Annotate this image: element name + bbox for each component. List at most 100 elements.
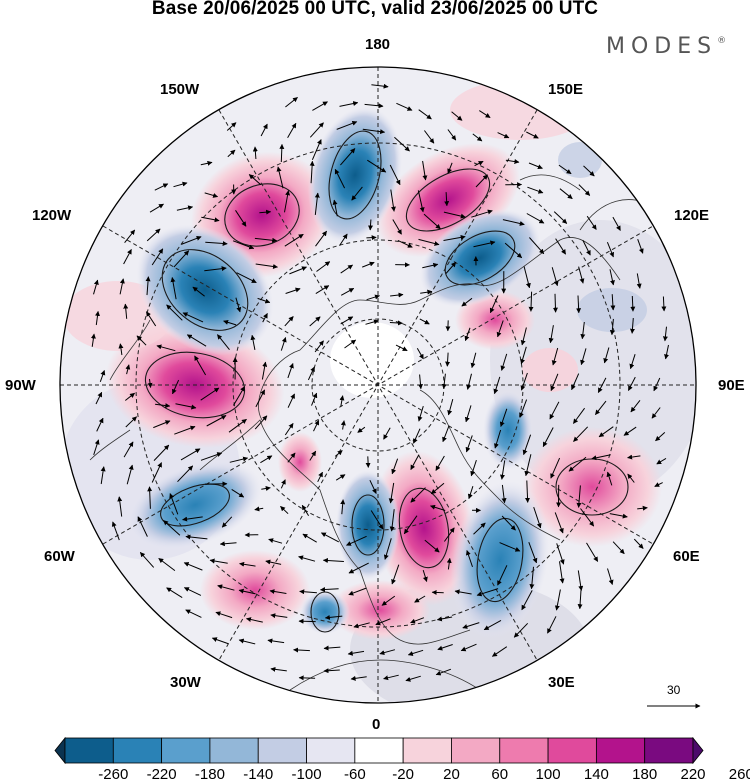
wind-vector bbox=[444, 192, 450, 207]
wind-vector bbox=[125, 364, 131, 375]
wind-vector bbox=[637, 505, 648, 511]
wind-vector bbox=[186, 334, 207, 347]
wind-vector bbox=[591, 454, 611, 461]
wind-vector bbox=[383, 538, 392, 560]
wind-vector bbox=[314, 340, 324, 353]
wind-vector bbox=[528, 542, 538, 564]
wind-vector bbox=[474, 160, 484, 167]
wind-vector bbox=[419, 318, 430, 325]
wind-vector bbox=[182, 312, 204, 323]
wind-vector bbox=[119, 278, 125, 295]
wind-vector bbox=[299, 589, 317, 595]
wind-vector bbox=[522, 434, 532, 456]
label-30e: 30E bbox=[548, 674, 575, 691]
wind-vector bbox=[339, 101, 359, 107]
label-0: 0 bbox=[372, 716, 381, 733]
wind-vector bbox=[276, 166, 284, 189]
wind-vector bbox=[155, 403, 171, 409]
wind-vector bbox=[205, 240, 228, 246]
wind-vector bbox=[548, 325, 554, 344]
wind-vector bbox=[267, 638, 285, 644]
wind-vector bbox=[552, 293, 558, 313]
wind-vector bbox=[505, 159, 520, 164]
colorbar-tick-label: -220 bbox=[146, 766, 177, 783]
wind-vector bbox=[166, 304, 183, 321]
wind-vector bbox=[578, 266, 585, 284]
wind-vector bbox=[204, 192, 219, 198]
wind-vector bbox=[633, 538, 644, 549]
wind-vector bbox=[254, 506, 264, 512]
colorbar-tick-label: 180 bbox=[632, 766, 658, 783]
wind-vector bbox=[397, 239, 413, 248]
wind-vector bbox=[232, 386, 246, 406]
wind-vector bbox=[366, 294, 380, 301]
wind-vector bbox=[123, 303, 129, 319]
wind-vector bbox=[226, 122, 237, 131]
colorbar-tick-label: 60 bbox=[491, 766, 509, 783]
wind-vector bbox=[332, 199, 338, 217]
wind-vector bbox=[630, 295, 636, 312]
wind-vector bbox=[136, 335, 147, 346]
wind-vector bbox=[287, 363, 294, 379]
wind-vector bbox=[447, 162, 453, 174]
colorbar-swatch bbox=[402, 737, 452, 764]
wind-vector bbox=[519, 399, 528, 418]
label-60w: 60W bbox=[44, 548, 75, 565]
wind-vector bbox=[609, 513, 628, 519]
wind-vector bbox=[96, 417, 104, 432]
wind-vector bbox=[528, 162, 543, 170]
wind-vector bbox=[350, 675, 367, 681]
wind-vector bbox=[255, 389, 266, 408]
wind-vector bbox=[125, 416, 137, 428]
colorbar-swatch bbox=[354, 737, 404, 764]
wind-vector bbox=[346, 535, 367, 546]
wind-vector bbox=[181, 236, 202, 245]
wind-vector bbox=[414, 595, 426, 603]
negative-anomaly bbox=[307, 106, 403, 244]
colorbar-swatch bbox=[306, 737, 356, 764]
wind-vector bbox=[151, 462, 162, 483]
anomaly-field bbox=[60, 67, 696, 703]
wind-vector bbox=[422, 569, 428, 582]
wind-vector bbox=[572, 407, 586, 424]
wind-vector bbox=[284, 190, 291, 213]
wind-vector bbox=[123, 249, 132, 265]
wind-vector bbox=[231, 488, 245, 498]
wind-vector bbox=[235, 210, 247, 227]
wind-vector bbox=[388, 482, 395, 504]
wind-vector bbox=[568, 456, 587, 472]
wind-vector bbox=[265, 559, 282, 565]
wind-vector bbox=[172, 379, 180, 395]
wind-vector bbox=[476, 588, 499, 597]
wind-vector bbox=[526, 213, 545, 224]
wind-vector bbox=[334, 450, 343, 457]
wind-vector bbox=[185, 534, 208, 540]
wind-vector bbox=[353, 622, 370, 629]
wind-vector bbox=[238, 638, 256, 645]
wind-vector bbox=[375, 618, 391, 626]
wind-vector bbox=[309, 450, 317, 461]
wind-vector bbox=[324, 614, 343, 620]
positive-anomaly bbox=[200, 550, 310, 630]
wind-vector bbox=[99, 370, 106, 382]
wind-vector bbox=[261, 486, 271, 491]
wind-vector bbox=[293, 647, 310, 653]
wind-vector bbox=[95, 391, 103, 405]
map-title: Base 20/06/2025 00 UTC, valid 23/06/2025… bbox=[151, 0, 599, 19]
wind-vector bbox=[183, 587, 202, 596]
wind-vector bbox=[559, 188, 573, 200]
wind-vector bbox=[95, 310, 100, 326]
wind-vector bbox=[344, 339, 357, 349]
wind-vector bbox=[610, 294, 616, 311]
wind-vector bbox=[126, 464, 134, 485]
wind-vector bbox=[467, 486, 474, 500]
wind-vector bbox=[154, 183, 169, 191]
wind-vector bbox=[124, 392, 135, 401]
wind-vector bbox=[334, 168, 346, 189]
label-60e: 60E bbox=[673, 548, 700, 565]
colorbar-tick-label: 100 bbox=[535, 766, 561, 783]
wind-vector bbox=[496, 320, 504, 338]
negative-anomaly bbox=[300, 590, 350, 634]
wind-vector bbox=[520, 327, 527, 346]
wind-vector bbox=[583, 165, 595, 177]
